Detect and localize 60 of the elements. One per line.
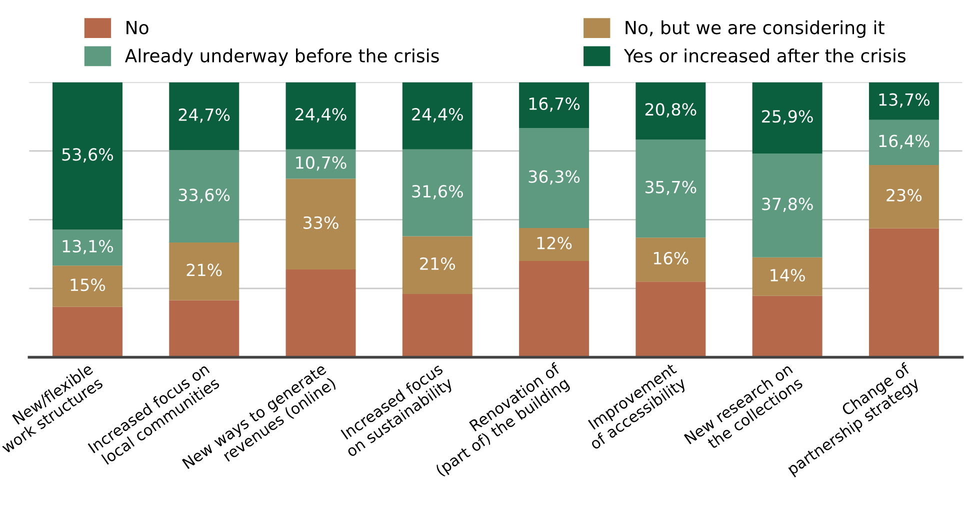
bar: [169, 242, 240, 300]
data-label: 33%: [304, 216, 338, 229]
bar: [752, 296, 822, 358]
bar: [286, 149, 356, 179]
bar: [402, 294, 472, 358]
data-label: 24,7%: [178, 108, 230, 123]
legend-label: No, but we are considering it: [626, 20, 884, 38]
data-label: 14%: [770, 268, 805, 282]
bar: [52, 82, 122, 230]
bar: [169, 150, 240, 243]
data-label: 24,4%: [412, 108, 463, 122]
data-label: 15%: [70, 278, 106, 292]
data-label: 33,6%: [178, 188, 230, 203]
data-label: 21%: [186, 264, 222, 276]
bar: [752, 153, 822, 258]
data-label: 21%: [420, 257, 455, 270]
bar: [286, 270, 356, 358]
bar: [636, 82, 706, 140]
legend-label: No: [126, 20, 148, 34]
data-label: 36,3%: [528, 170, 580, 185]
bar: [519, 228, 590, 261]
bar: [752, 82, 822, 154]
bar: [636, 282, 706, 358]
data-label: 53,6%: [62, 148, 114, 162]
data-label: 20,8%: [645, 103, 696, 118]
bar: [868, 120, 939, 166]
data-label: 16%: [654, 252, 688, 264]
bar: [868, 82, 939, 120]
bar: [286, 82, 356, 150]
bar: [402, 149, 472, 236]
data-label: 13,7%: [879, 93, 930, 108]
bar: [286, 178, 356, 270]
bar: [52, 306, 122, 358]
data-label: 24,4%: [296, 108, 346, 122]
bar: [868, 228, 939, 358]
data-label: 23%: [886, 188, 922, 202]
bar: [636, 238, 706, 282]
data-label: 37,8%: [762, 198, 813, 212]
data-label: 12%: [537, 236, 572, 250]
data-label: 25,9%: [762, 110, 813, 124]
bar: [402, 236, 472, 294]
bar: [52, 230, 122, 266]
bar: [519, 82, 590, 128]
data-label: 31,6%: [412, 185, 463, 200]
bar: [519, 260, 590, 358]
bar: [169, 300, 240, 358]
legend-label: Yes or increased after the crisis: [624, 48, 906, 62]
legend-label: Already underway before the crisis: [124, 48, 439, 66]
data-label: 16,7%: [529, 97, 580, 112]
bar: [169, 82, 240, 150]
bar: [52, 266, 122, 307]
bar: [752, 257, 822, 296]
data-label: 10,7%: [296, 156, 346, 171]
data-label: 13,1%: [62, 240, 114, 254]
bar: [519, 128, 590, 228]
data-label: 16,4%: [879, 134, 930, 149]
bar: [402, 82, 472, 150]
bar: [868, 165, 939, 228]
data-label: 35,7%: [645, 180, 696, 196]
bar: [636, 139, 706, 238]
